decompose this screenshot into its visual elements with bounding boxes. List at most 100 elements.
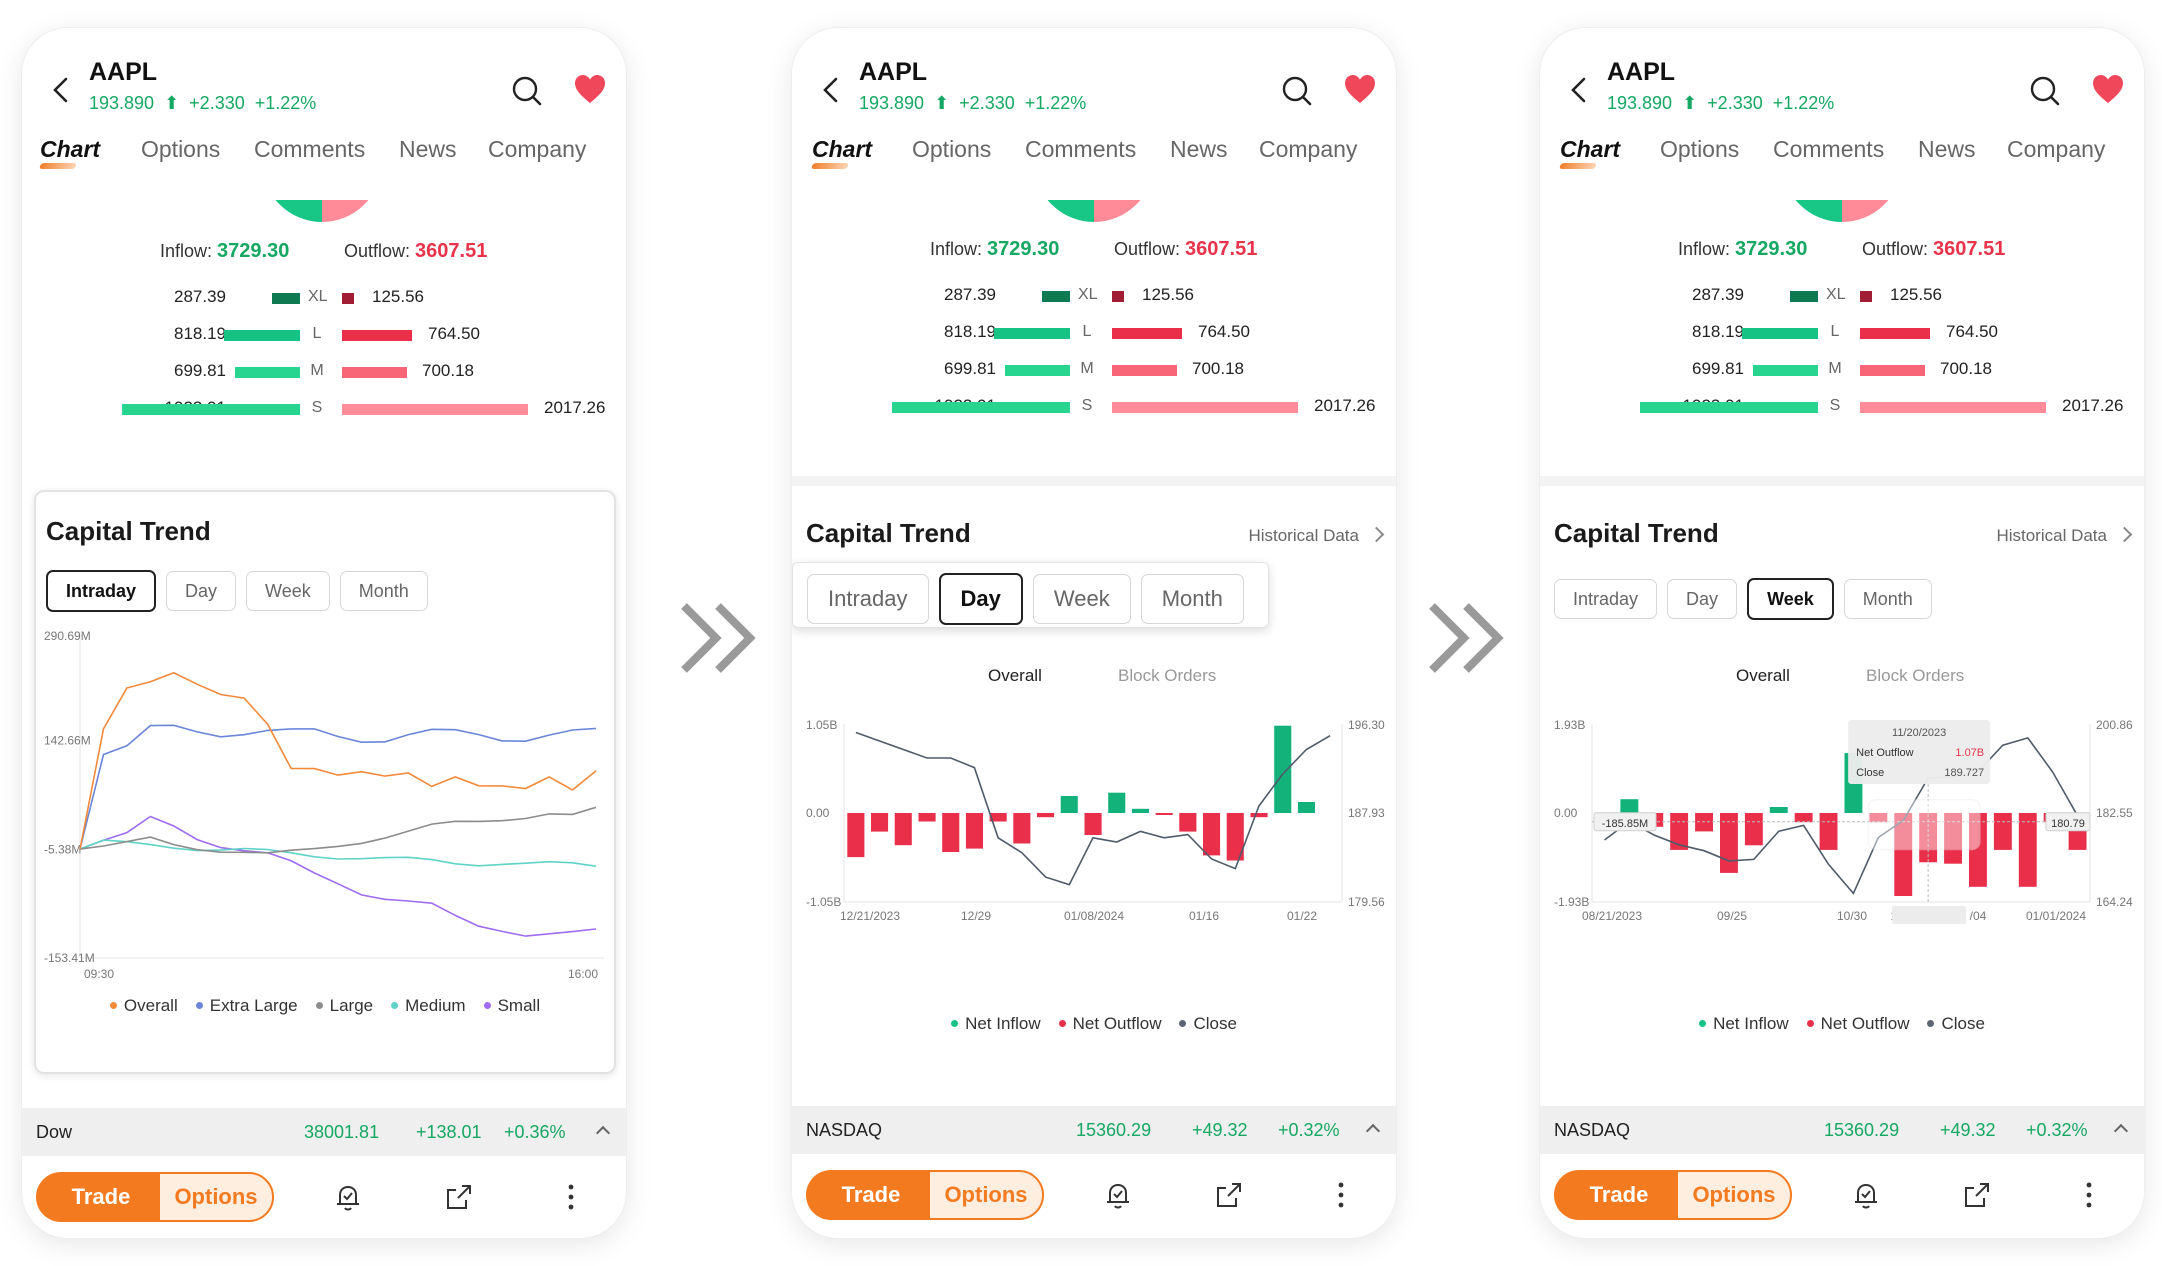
outflow-xl: 125.56 [372, 287, 424, 306]
x-highlight-box [1892, 906, 1967, 924]
net-outflow-bar [965, 813, 983, 849]
intraday-line-chart: 290.69M 142.66M -5.38M -153.41M 09:30 16:00 [44, 629, 604, 981]
expand-caret-icon[interactable] [2113, 1123, 2129, 1139]
stock-header: AAPL 193.890 ⬆ +2.330 +1.22% Chart Options … [792, 28, 1396, 238]
search-icon[interactable] [2026, 72, 2064, 110]
period-week[interactable]: Week [1747, 578, 1834, 620]
x-tick-label: 09/25 [1717, 909, 1747, 923]
tab-chart[interactable]: Chart [812, 136, 873, 162]
tab-chart[interactable]: Chart [40, 136, 101, 162]
period-intraday[interactable]: Intraday [807, 574, 929, 624]
period-selector: Intraday Day Week Month [1554, 578, 1942, 622]
inflow-bar [1790, 291, 1818, 302]
tab-options[interactable]: Options [141, 136, 221, 162]
back-arrow-icon[interactable] [814, 72, 850, 108]
back-arrow-icon[interactable] [44, 72, 80, 108]
trade-button[interactable]: Trade [806, 1170, 936, 1220]
expand-caret-icon[interactable] [1365, 1123, 1381, 1139]
tab-news[interactable]: News [399, 136, 457, 162]
price-change: +2.330 [189, 93, 245, 113]
tab-comments[interactable]: Comments [1773, 136, 1885, 162]
share-icon[interactable] [1212, 1178, 1246, 1212]
share-icon[interactable] [1960, 1178, 1994, 1212]
index-ticker-bar[interactable]: NASDAQ 15360.29 +49.32 +0.32% [792, 1106, 1396, 1154]
price-change-pct: +1.22% [254, 93, 317, 113]
heart-icon[interactable] [2090, 72, 2126, 108]
tab-overall[interactable]: Overall [988, 666, 1042, 685]
heart-icon[interactable] [572, 72, 608, 108]
index-ticker-bar[interactable]: Dow 38001.81 +138.01 +0.36% [22, 1108, 626, 1156]
heart-icon[interactable] [1342, 72, 1378, 108]
tab-options[interactable]: Options [1660, 136, 1740, 162]
options-button[interactable]: Options [1676, 1170, 1792, 1220]
net-outflow-bar [1084, 813, 1102, 835]
tab-comments[interactable]: Comments [1025, 136, 1137, 162]
min-marker-label: -185.85M [1602, 818, 1648, 830]
legend-small: Small [483, 996, 540, 1016]
tab-overall[interactable]: Overall [1736, 666, 1790, 685]
size-label: XL [1078, 286, 1098, 303]
index-change: +138.01 [416, 1122, 482, 1142]
section-divider [792, 476, 1396, 486]
period-month[interactable]: Month [339, 571, 428, 611]
tab-block-orders[interactable]: Block Orders [1866, 666, 1965, 685]
net-outflow-bar [1720, 813, 1738, 873]
options-button[interactable]: Options [928, 1170, 1044, 1220]
period-week[interactable]: Week [246, 571, 330, 611]
back-arrow-icon[interactable] [1562, 72, 1598, 108]
trade-button[interactable]: Trade [1554, 1170, 1684, 1220]
search-icon[interactable] [508, 72, 546, 110]
tab-company[interactable]: Company [488, 136, 587, 162]
price-marker-box [2045, 812, 2091, 832]
tab-comments[interactable]: Comments [254, 136, 366, 162]
more-options-icon[interactable] [2072, 1178, 2106, 1212]
inflow-m: 699.81 [174, 361, 226, 380]
ticker-symbol: AAPL [1607, 58, 1676, 86]
period-month[interactable]: Month [1843, 579, 1932, 619]
inflow-l: 818.19 [944, 322, 996, 341]
x-tick-label: 10/30 [1837, 909, 1867, 923]
search-icon[interactable] [1278, 72, 1316, 110]
inflow-total: Inflow: 3729.30 [160, 240, 290, 262]
historical-data-link[interactable]: Historical Data [1996, 526, 2133, 546]
trade-button[interactable]: Trade [36, 1172, 166, 1222]
alert-bell-icon[interactable] [1101, 1178, 1135, 1212]
more-options-icon[interactable] [1324, 1178, 1358, 1212]
net-outflow-bar [1744, 813, 1763, 846]
outflow-bar [342, 293, 354, 304]
flow-row-m: 699.81 M 700.18 [792, 357, 1396, 387]
alert-bell-icon[interactable] [1849, 1178, 1883, 1212]
more-options-icon[interactable] [554, 1180, 588, 1214]
options-button[interactable]: Options [158, 1172, 274, 1222]
tab-news[interactable]: News [1170, 136, 1228, 162]
index-ticker-bar[interactable]: NASDAQ 15360.29 +49.32 +0.32% [1540, 1106, 2144, 1154]
period-week[interactable]: Week [1032, 574, 1131, 624]
y-tick-label: -5.38M [44, 842, 81, 856]
index-change-pct: +0.32% [2026, 1120, 2088, 1140]
period-day[interactable]: Day [1667, 579, 1738, 619]
inflow-bar [235, 367, 300, 378]
capital-flow-summary: Inflow: 3729.30 Outflow: 3607.51 287.39 … [792, 238, 1396, 458]
tab-news[interactable]: News [1918, 136, 1976, 162]
flow-row-xl: 287.39 XL 125.56 [1540, 283, 2144, 313]
x-tick-label: 16:00 [568, 967, 598, 981]
tab-options[interactable]: Options [912, 136, 992, 162]
period-day[interactable]: Day [938, 573, 1023, 625]
period-month[interactable]: Month [1140, 574, 1244, 624]
share-icon[interactable] [442, 1180, 476, 1214]
period-intraday[interactable]: Intraday [1554, 579, 1658, 619]
inflow-xl: 287.39 [1692, 285, 1744, 304]
section-divider [1540, 476, 2144, 486]
period-intraday[interactable]: Intraday [46, 570, 157, 612]
expand-caret-icon[interactable] [595, 1125, 611, 1141]
historical-data-link[interactable]: Historical Data [1248, 526, 1385, 546]
legend-net-inflow: Net Inflow [1699, 1014, 1789, 1034]
capital-trend-card: Capital Trend Intraday Day Week Month 290.6… [34, 490, 616, 1074]
tab-block-orders[interactable]: Block Orders [1118, 666, 1217, 685]
period-day[interactable]: Day [166, 571, 237, 611]
tab-company[interactable]: Company [1259, 136, 1358, 162]
alert-bell-icon[interactable] [331, 1180, 365, 1214]
tab-company[interactable]: Company [2007, 136, 2106, 162]
tab-chart[interactable]: Chart [1560, 136, 1621, 162]
inflow-bar [1640, 402, 1818, 413]
